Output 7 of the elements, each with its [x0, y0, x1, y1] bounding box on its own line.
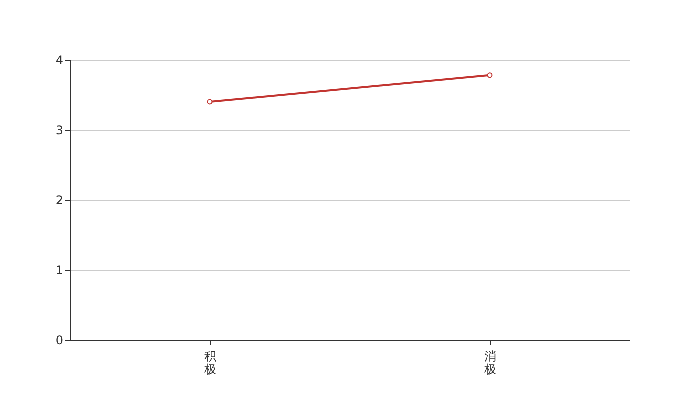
x-tick-label: 消极	[484, 350, 496, 376]
y-tick-label: 2	[56, 194, 64, 208]
y-tick-label: 0	[56, 334, 64, 348]
y-tick-label: 4	[56, 54, 64, 68]
y-tick-label: 3	[56, 124, 64, 138]
x-tick-label: 积极	[204, 350, 216, 376]
y-tick-label: 1	[56, 264, 64, 278]
